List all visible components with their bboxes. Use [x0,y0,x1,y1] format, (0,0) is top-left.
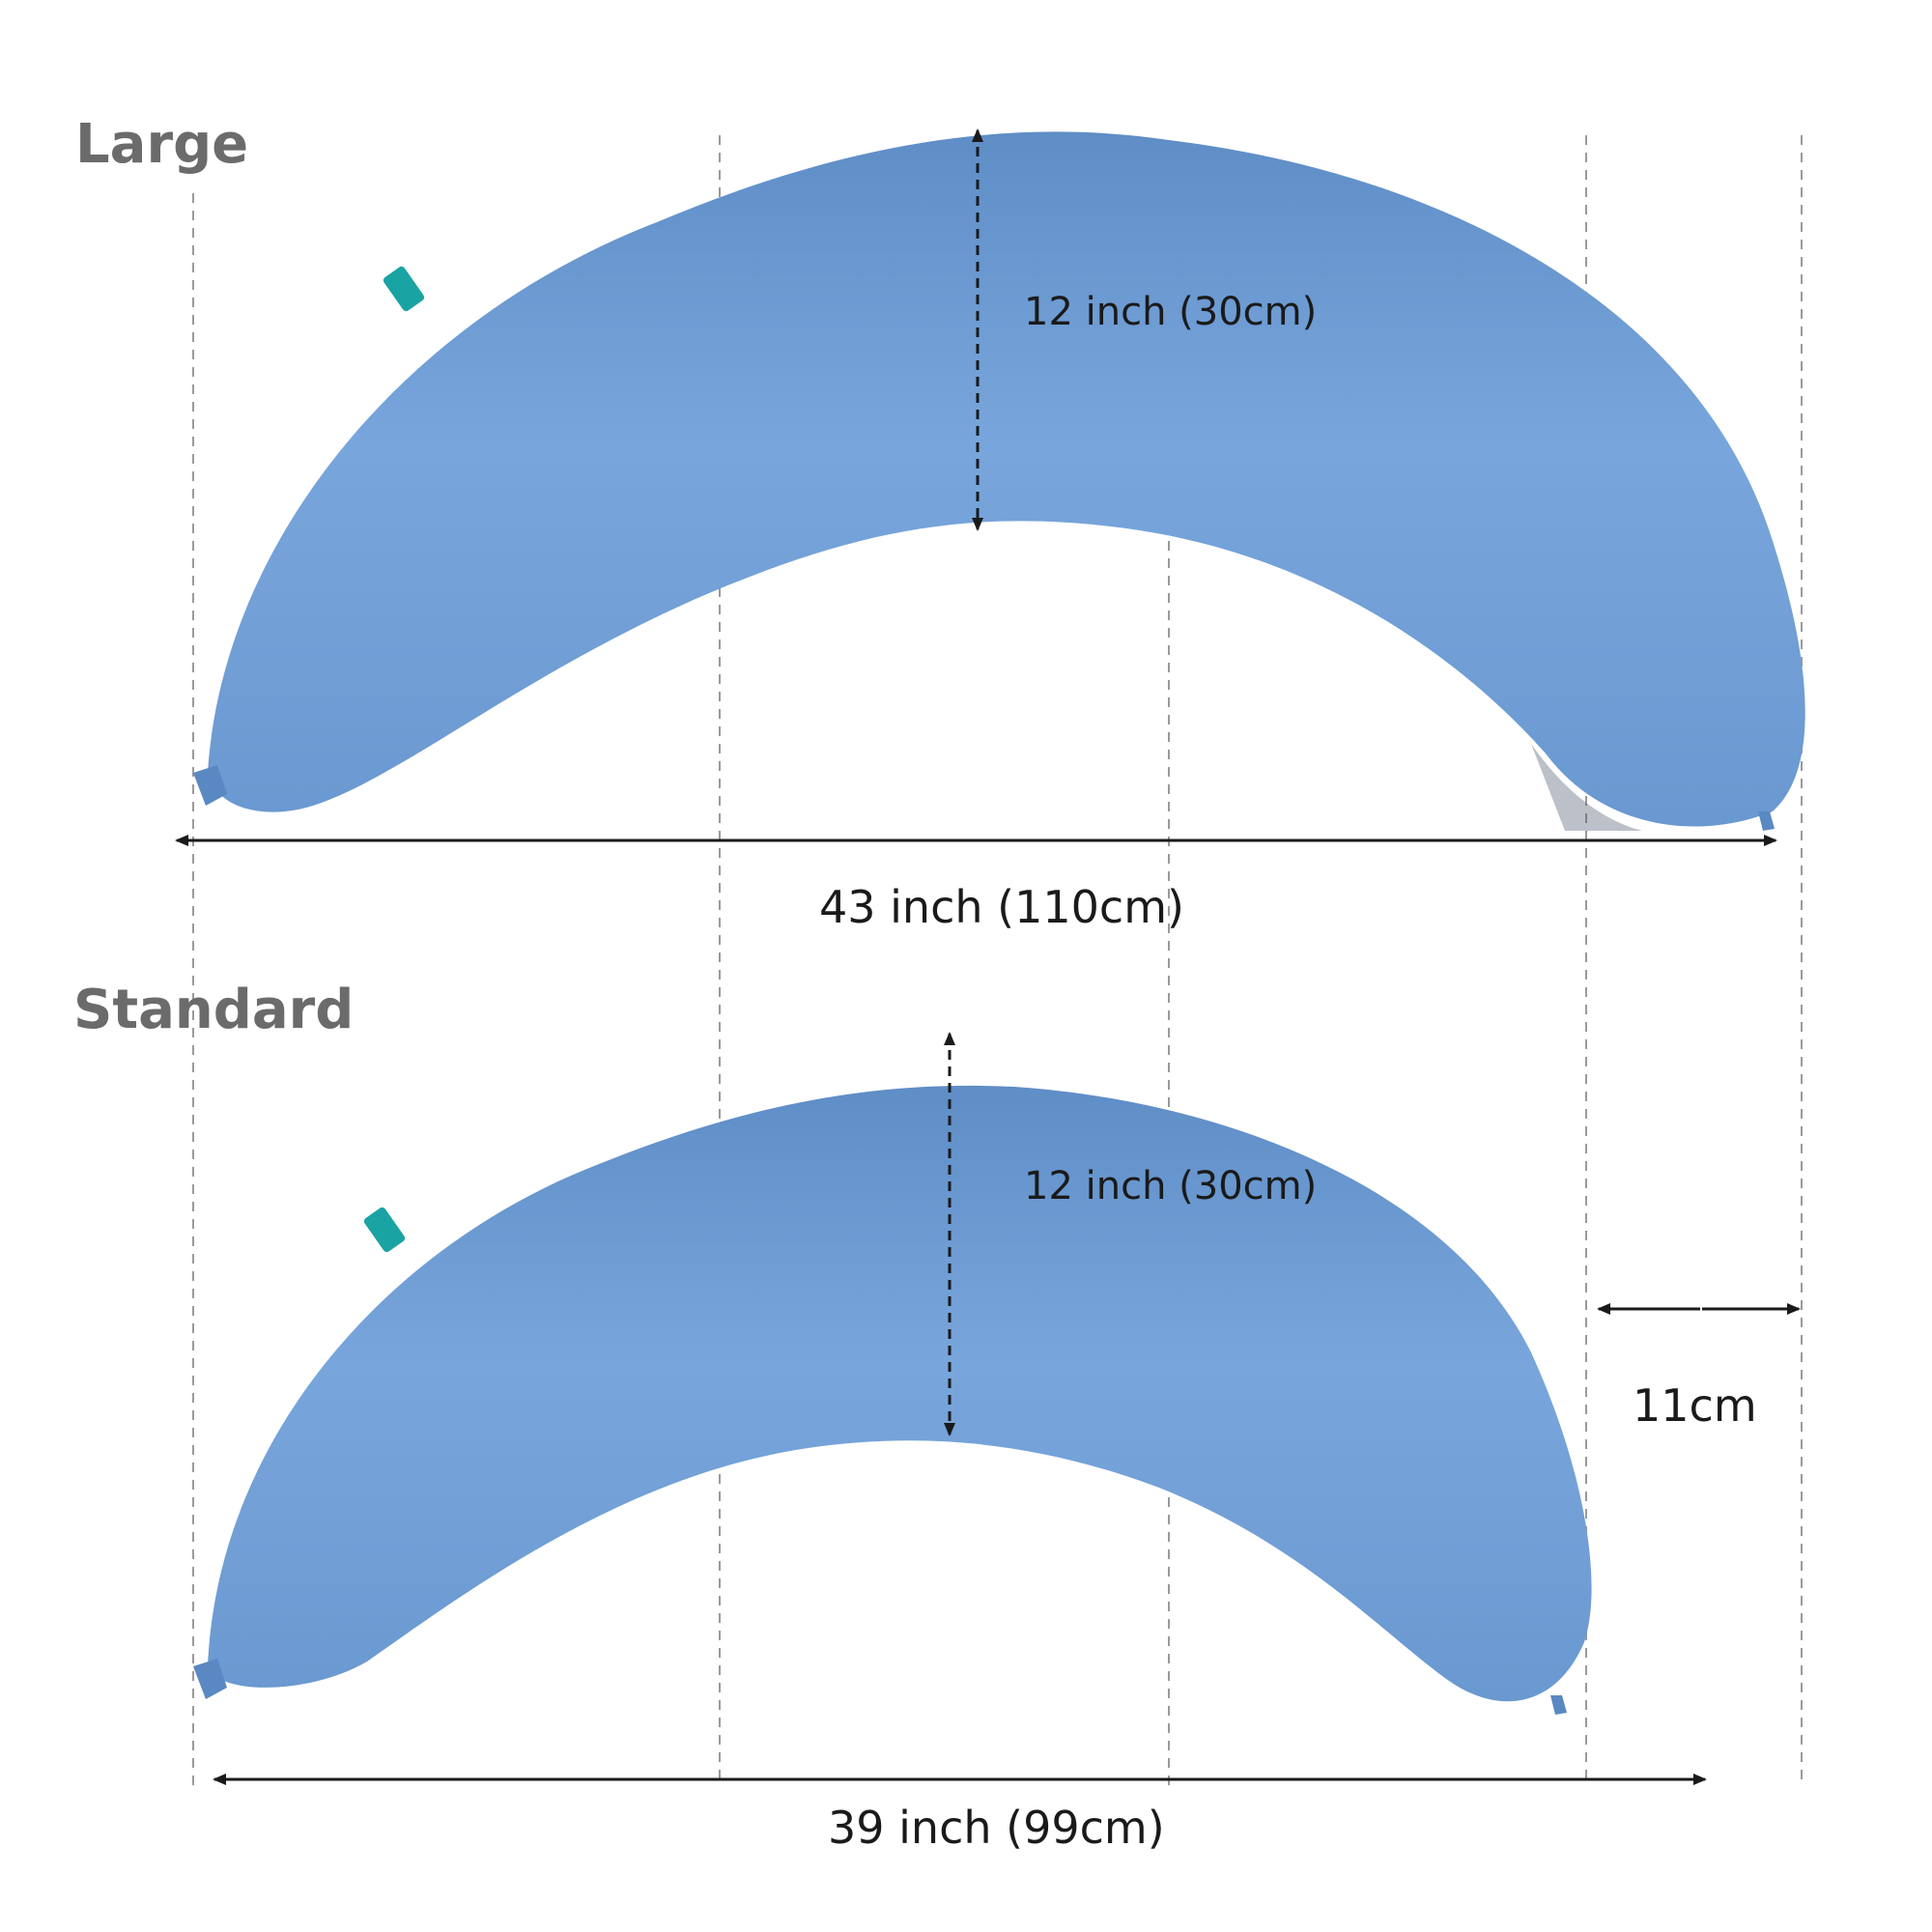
large-height-label: 12 inch (30cm) [1024,290,1318,334]
large-label-text: Large [75,113,249,176]
guide-lines [192,135,1803,1787]
large-pillow-left-knot [193,765,227,806]
difference-label: 11cm [1633,1379,1757,1432]
standard-pillow-left-knot [193,1659,227,1699]
standard-pillow [193,1085,1592,1715]
large-pillow-right-knot [1758,811,1775,831]
standard-label-text: Standard [73,979,355,1041]
standard-size-label: Standard [71,983,354,1049]
large-pillow-shadow [1531,744,1642,831]
large-pillow-body [208,131,1805,827]
standard-pillow-right-knot [1550,1695,1567,1715]
large-pillow-tag [383,266,425,312]
large-pillow [193,131,1805,831]
standard-pillow-tag [363,1207,406,1253]
standard-width-label: 39 inch (99cm) [828,1802,1165,1854]
standard-pillow-body [208,1085,1592,1702]
large-size-label: Large [73,118,250,184]
standard-height-label: 12 inch (30cm) [1024,1164,1318,1208]
large-width-label: 43 inch (110cm) [819,881,1184,933]
